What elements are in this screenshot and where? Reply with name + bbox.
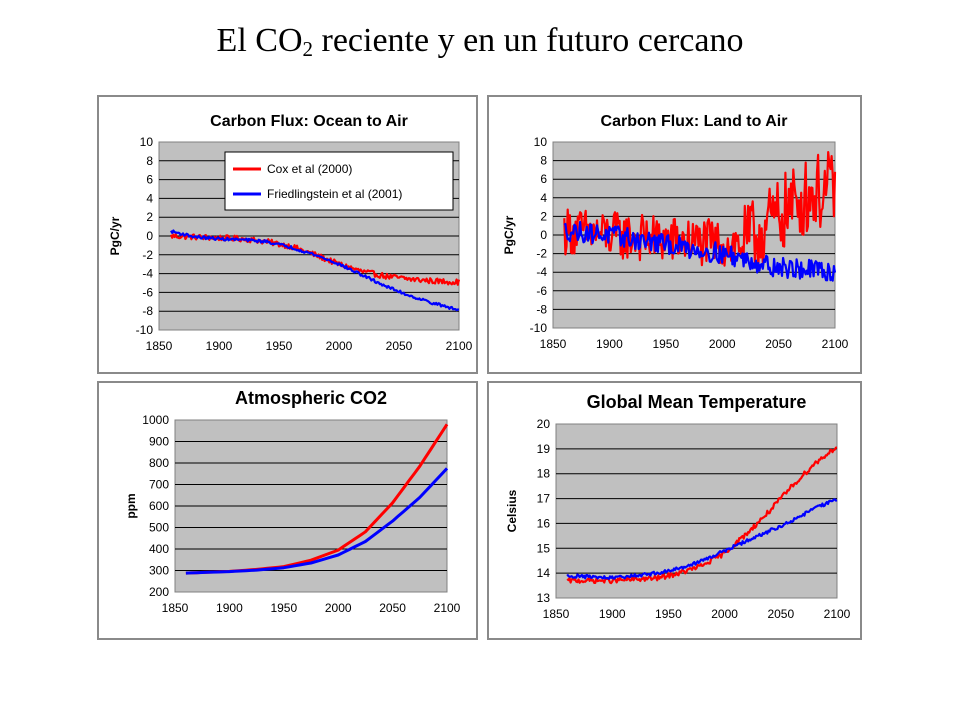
y-tick-label: -4	[142, 267, 153, 281]
x-tick-label: 1950	[266, 339, 293, 353]
x-tick-label: 1900	[596, 337, 623, 351]
y-tick-label: 8	[540, 154, 547, 168]
series-line-cox	[563, 150, 837, 271]
x-tick-label: 1950	[270, 601, 297, 615]
y-axis-label: Celsius	[505, 489, 519, 532]
x-tick-label: 1900	[216, 601, 243, 615]
x-tick-label: 2100	[434, 601, 461, 615]
y-tick-label: 8	[146, 154, 153, 168]
title-rest: reciente y en un futuro cercano	[313, 22, 744, 59]
y-tick-label: 500	[149, 521, 169, 535]
y-tick-label: 20	[537, 417, 551, 431]
y-tick-label: 10	[140, 135, 154, 149]
legend-entry: Friedlingstein et al (2001)	[267, 187, 402, 201]
y-tick-label: 16	[537, 516, 551, 530]
x-tick-label: 2100	[446, 339, 473, 353]
y-tick-label: -10	[530, 321, 548, 335]
y-tick-label: 17	[537, 492, 551, 506]
y-tick-label: 0	[540, 228, 547, 242]
chart-title: Atmospheric CO2	[235, 388, 387, 408]
title-subscript: 2	[302, 37, 314, 61]
x-tick-label: 1850	[540, 337, 567, 351]
x-tick-label: 2000	[325, 601, 352, 615]
series-line-friedlingstein	[170, 229, 460, 312]
y-tick-label: -6	[142, 285, 153, 299]
legend-entry: Cox et al (2000)	[267, 162, 352, 176]
y-tick-label: 4	[540, 191, 547, 205]
y-tick-label: 4	[146, 191, 153, 205]
y-tick-label: 700	[149, 478, 169, 492]
x-tick-label: 1850	[162, 601, 189, 615]
series-line-cox	[566, 446, 838, 585]
x-tick-label: 1950	[655, 607, 682, 621]
chart-svg-land: Carbon Flux: Land to Air -10 -8 -6 -4 -2 0 2 4 6 8…	[502, 113, 849, 351]
chart-title: Carbon Flux: Ocean to Air	[210, 113, 408, 130]
y-axis-label: ppm	[124, 493, 138, 518]
y-tick-label: 6	[146, 173, 153, 187]
x-tick-label: 1900	[206, 339, 233, 353]
legend	[224, 151, 454, 211]
y-tick-label: 1000	[142, 413, 169, 427]
y-tick-label: 400	[149, 542, 169, 556]
chart-panel-global-mean-temperature: Global Mean Temperature 13 14 15 16 17 18 19 20 1…	[487, 381, 862, 640]
y-tick-label: 2	[146, 210, 153, 224]
series-line-friedlingstein	[563, 220, 837, 282]
y-tick-label: 14	[537, 566, 551, 580]
x-tick-label: 2050	[379, 601, 406, 615]
y-tick-label: 200	[149, 585, 169, 599]
chart-svg-ocean: Carbon Flux: Ocean to Air -10 -8 -6 -4 -2 0 2 4 6…	[108, 113, 473, 353]
x-tick-label: 2050	[767, 607, 794, 621]
y-tick-label: 15	[537, 541, 551, 555]
series-line-cox	[169, 233, 461, 286]
series-line-friedlingstein	[566, 498, 838, 580]
chart-svg-co2: Atmospheric CO2 200 300 400 500 600 700 800 900 1…	[124, 388, 461, 615]
x-tick-label: 2100	[822, 337, 849, 351]
chart-svg-temp: Global Mean Temperature 13 14 15 16 17 18 19 20 1…	[505, 392, 851, 621]
chart-title: Carbon Flux: Land to Air	[601, 113, 788, 130]
y-tick-label: 18	[537, 467, 551, 481]
title-main: El CO	[216, 22, 303, 59]
x-tick-label: 1950	[652, 337, 679, 351]
y-axis-label: PgC/yr	[108, 216, 122, 255]
y-tick-label: -8	[536, 302, 547, 316]
y-axis-label: PgC/yr	[502, 215, 516, 254]
y-tick-label: 600	[149, 499, 169, 513]
x-tick-label: 2000	[711, 607, 738, 621]
y-tick-label: -2	[536, 247, 547, 261]
y-tick-label: 19	[537, 442, 551, 456]
y-tick-label: -6	[536, 284, 547, 298]
y-tick-label: 10	[534, 135, 548, 149]
y-tick-label: -2	[142, 248, 153, 262]
y-tick-label: 800	[149, 456, 169, 470]
y-tick-label: -10	[136, 323, 154, 337]
y-tick-label: 900	[149, 435, 169, 449]
series-line-friedlingstein	[185, 467, 449, 575]
y-tick-label: -8	[142, 304, 153, 318]
slide-title: El CO2 reciente y en un futuro cercano	[0, 22, 960, 62]
y-tick-label: -4	[536, 265, 547, 279]
plot-area	[555, 423, 838, 599]
x-tick-label: 2000	[326, 339, 353, 353]
chart-title: Global Mean Temperature	[587, 392, 807, 412]
x-tick-label: 1850	[543, 607, 570, 621]
chart-panel-land-to-air: Carbon Flux: Land to Air -10 -8 -6 -4 -2 0 2 4 6 8…	[487, 95, 862, 374]
x-tick-label: 2050	[765, 337, 792, 351]
y-tick-label: 300	[149, 564, 169, 578]
y-tick-label: 13	[537, 591, 551, 605]
x-tick-label: 2100	[824, 607, 851, 621]
chart-panel-ocean-to-air: Carbon Flux: Ocean to Air -10 -8 -6 -4 -2 0 2 4 6…	[97, 95, 478, 374]
x-tick-label: 1850	[146, 339, 173, 353]
x-tick-label: 1900	[599, 607, 626, 621]
y-tick-label: 2	[540, 209, 547, 223]
x-tick-label: 2000	[709, 337, 736, 351]
x-tick-label: 2050	[386, 339, 413, 353]
chart-panel-atmospheric-co2: Atmospheric CO2 200 300 400 500 600 700 800 900 1…	[97, 381, 478, 640]
y-tick-label: 0	[146, 229, 153, 243]
y-tick-label: 6	[540, 172, 547, 186]
